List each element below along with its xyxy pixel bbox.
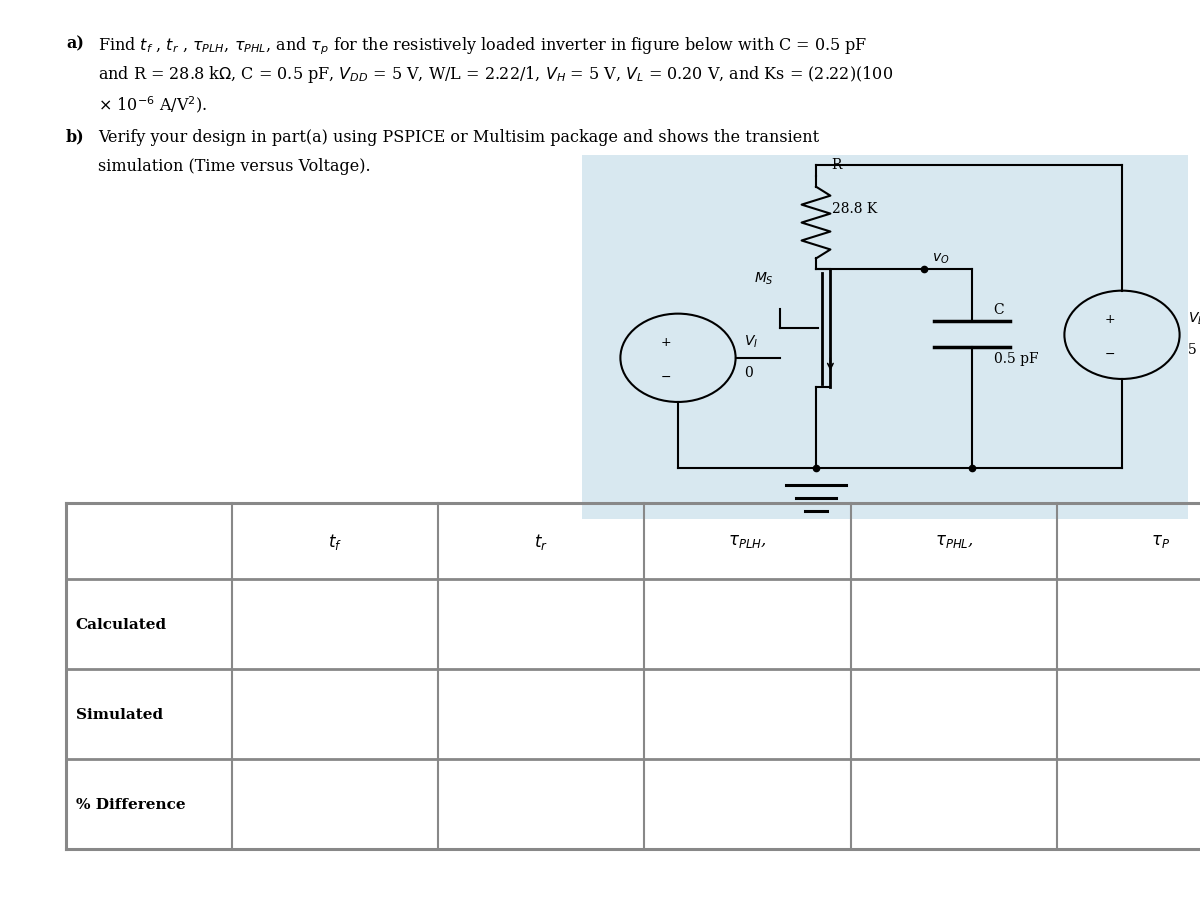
Text: −: − (661, 370, 671, 383)
Text: a): a) (66, 35, 84, 51)
Text: $V_{DD}$: $V_{DD}$ (1188, 311, 1200, 327)
Text: 5 V: 5 V (1188, 342, 1200, 357)
Text: $\tau_P$: $\tau_P$ (1151, 533, 1170, 550)
Text: +: + (661, 335, 671, 348)
Text: and R = 28.8 k$\Omega$, C = 0.5 pF, $V_{DD}$ = 5 V, W/L = 2.22/1, $V_H$ = 5 V, $: and R = 28.8 k$\Omega$, C = 0.5 pF, $V_{… (98, 64, 894, 85)
Text: C: C (994, 303, 1004, 317)
Text: $t_r$: $t_r$ (534, 531, 548, 551)
Text: Calculated: Calculated (76, 617, 167, 631)
Text: R: R (832, 158, 842, 172)
Text: simulation (Time versus Voltage).: simulation (Time versus Voltage). (98, 158, 371, 175)
Text: Find $t_f$ , $t_r$ , $\tau_{PLH}$, $\tau_{PHL}$, and $\tau_p$ for the resistivel: Find $t_f$ , $t_r$ , $\tau_{PLH}$, $\tau… (98, 35, 868, 56)
Text: −: − (1105, 347, 1115, 360)
Text: Simulated: Simulated (76, 707, 163, 721)
Text: $t_f$: $t_f$ (328, 531, 342, 551)
Text: 0.5 pF: 0.5 pF (994, 352, 1038, 366)
Bar (582, 156, 1188, 519)
Text: +: + (1105, 312, 1115, 325)
Text: 28.8 K: 28.8 K (832, 202, 877, 216)
Text: $\tau_{PHL}$,: $\tau_{PHL}$, (935, 533, 973, 550)
Text: $V_I$: $V_I$ (744, 334, 758, 350)
Text: $v_O$: $v_O$ (932, 251, 950, 266)
Text: % Difference: % Difference (76, 797, 185, 811)
Text: b): b) (66, 129, 85, 145)
Text: 0: 0 (744, 365, 752, 380)
Text: $\tau_{PLH}$,: $\tau_{PLH}$, (728, 533, 767, 550)
Text: $M_S$: $M_S$ (754, 270, 774, 287)
Text: $\times$ 10$^{-6}$ A/V$^2$).: $\times$ 10$^{-6}$ A/V$^2$). (98, 94, 208, 115)
Text: Verify your design in part(a) using PSPICE or Multisim package and shows the tra: Verify your design in part(a) using PSPI… (98, 129, 820, 145)
